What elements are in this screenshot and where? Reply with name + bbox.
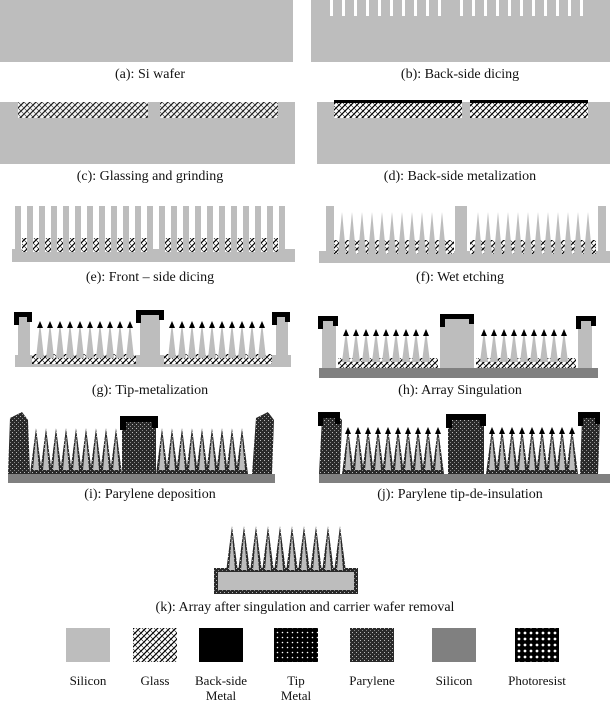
swatch-backside-metal bbox=[199, 628, 243, 662]
caption-c: (c): Glassing and grinding bbox=[76, 169, 224, 184]
panel-b-graphic bbox=[311, 0, 610, 62]
panel-h-graphic bbox=[318, 314, 598, 378]
legend-label-silicon-light: Silicon bbox=[69, 673, 107, 688]
panel-g-graphic bbox=[14, 310, 291, 367]
caption-k: (k): Array after singulation and carrier… bbox=[155, 600, 455, 615]
legend-label-backside-metal: Back-side Metal bbox=[195, 673, 247, 703]
swatch-photoresist bbox=[515, 628, 559, 662]
caption-e: (e): Front – side dicing bbox=[85, 270, 215, 285]
caption-f: (f): Wet etching bbox=[415, 270, 505, 285]
swatch-parylene bbox=[350, 628, 394, 662]
panel-a-graphic bbox=[0, 0, 293, 62]
caption-g: (g): Tip-metalization bbox=[91, 383, 209, 398]
caption-j: (j): Parylene tip-de-insulation bbox=[377, 487, 543, 502]
legend-label-glass: Glass bbox=[140, 673, 170, 688]
swatch-tip-metal bbox=[274, 628, 318, 662]
swatch-silicon-dark bbox=[432, 628, 476, 662]
panel-f-graphic bbox=[319, 206, 610, 263]
legend-label-silicon-dark: Silicon bbox=[435, 673, 473, 688]
legend-swatches bbox=[66, 628, 559, 662]
panel-i-graphic bbox=[8, 412, 275, 483]
caption-i: (i): Parylene deposition bbox=[84, 487, 216, 502]
legend-label-photoresist: Photoresist bbox=[508, 673, 566, 688]
legend-label-parylene: Parylene bbox=[349, 673, 395, 688]
panel-e-graphic bbox=[12, 206, 295, 262]
panel-c-graphic bbox=[0, 102, 295, 164]
panel-d-graphic bbox=[317, 100, 610, 164]
swatch-silicon-light bbox=[66, 628, 110, 662]
caption-a: (a): Si wafer bbox=[115, 67, 185, 82]
legend-label-tip-metal: Tip Metal bbox=[280, 673, 312, 703]
panel-k-graphic bbox=[214, 526, 358, 594]
caption-b: (b): Back-side dicing bbox=[400, 67, 520, 82]
caption-h: (h): Array Singulation bbox=[398, 383, 522, 398]
swatch-glass bbox=[133, 628, 177, 662]
caption-d: (d): Back-side metalization bbox=[383, 169, 537, 184]
panel-j-graphic bbox=[318, 412, 610, 483]
